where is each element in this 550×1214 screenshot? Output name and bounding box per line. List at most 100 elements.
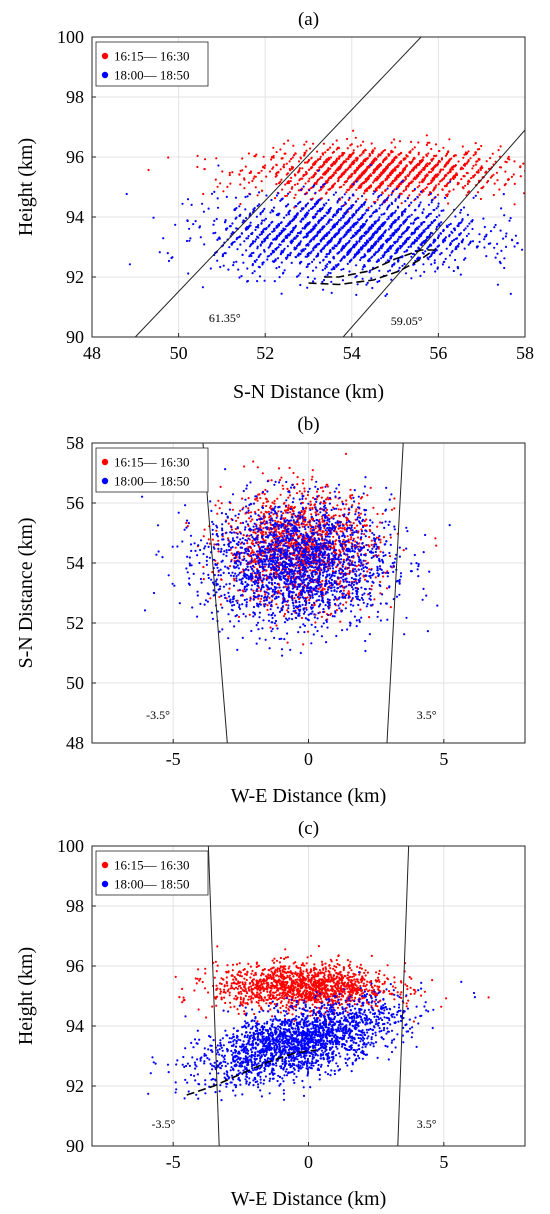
data-point [324, 255, 327, 258]
data-point [366, 166, 369, 169]
y-tick-label: 96 [66, 147, 84, 167]
data-point [249, 170, 253, 173]
data-point [354, 200, 357, 203]
data-point [304, 205, 307, 208]
data-point [217, 539, 220, 542]
data-point [416, 186, 419, 189]
data-point [355, 231, 358, 234]
data-point [451, 168, 454, 171]
data-point [341, 530, 344, 533]
data-point [507, 178, 510, 181]
data-point [477, 169, 480, 172]
data-point [257, 508, 260, 511]
data-point [329, 240, 332, 244]
data-point [364, 254, 367, 257]
data-point [273, 544, 276, 547]
data-point [391, 181, 394, 184]
data-point [421, 158, 424, 161]
data-point [310, 230, 313, 233]
data-point [417, 247, 420, 250]
data-point [314, 511, 317, 514]
data-point [441, 239, 445, 243]
data-point [301, 167, 304, 170]
data-point [361, 151, 364, 154]
data-point [319, 239, 322, 242]
data-point [251, 539, 254, 543]
data-point [255, 153, 258, 156]
data-point [465, 153, 468, 156]
data-point [349, 524, 352, 527]
data-point [433, 154, 436, 157]
data-point [311, 176, 315, 179]
data-point [276, 497, 279, 500]
plot-marks [125, 37, 545, 337]
data-point [457, 242, 460, 245]
data-point [226, 537, 230, 540]
data-point [527, 250, 529, 252]
data-point [333, 226, 336, 229]
data-point [436, 173, 439, 176]
data-point [413, 209, 416, 212]
data-point [413, 157, 416, 160]
data-point [211, 571, 214, 574]
data-point [351, 172, 354, 175]
data-point [262, 165, 265, 168]
data-point [451, 240, 454, 243]
data-point [305, 172, 308, 175]
data-point [398, 266, 401, 269]
data-point [260, 230, 263, 234]
data-point [489, 176, 492, 179]
data-point [282, 165, 285, 168]
data-point [408, 215, 411, 218]
data-point [269, 505, 272, 508]
data-point [284, 205, 288, 208]
data-point [341, 248, 344, 251]
data-point [356, 524, 359, 527]
data-point [408, 226, 411, 229]
data-point [321, 152, 324, 155]
data-point [283, 612, 286, 616]
data-point [318, 189, 321, 192]
data-point [290, 542, 293, 545]
data-point [355, 188, 358, 191]
data-point [372, 181, 375, 184]
data-point [268, 516, 271, 519]
data-point [403, 209, 406, 212]
data-point [411, 148, 414, 151]
data-point [220, 502, 223, 505]
data-point [311, 269, 315, 272]
data-point [285, 511, 288, 514]
data-point [427, 152, 430, 155]
data-point [509, 292, 512, 295]
data-point [376, 229, 379, 232]
data-point [358, 154, 361, 157]
data-point [300, 510, 303, 513]
data-point [279, 544, 282, 547]
data-point [358, 207, 361, 210]
data-point [427, 193, 430, 197]
data-point [354, 169, 357, 172]
data-point [370, 584, 373, 588]
data-point [543, 180, 545, 182]
data-point [363, 578, 367, 581]
data-point [302, 207, 305, 210]
data-point [393, 262, 396, 265]
data-point [506, 157, 509, 160]
data-point [421, 168, 424, 171]
data-point [433, 261, 436, 264]
data-point [385, 157, 388, 160]
data-point [287, 211, 290, 214]
data-point [218, 595, 221, 599]
data-point [360, 205, 364, 208]
data-point [272, 230, 275, 233]
data-point [487, 167, 491, 170]
data-point [287, 180, 290, 183]
data-point [203, 158, 207, 161]
data-point [312, 496, 315, 499]
data-point [503, 257, 506, 260]
data-point [260, 232, 263, 236]
data-point [346, 147, 349, 150]
data-point [403, 220, 406, 223]
data-point [243, 177, 246, 180]
data-point [417, 237, 420, 240]
